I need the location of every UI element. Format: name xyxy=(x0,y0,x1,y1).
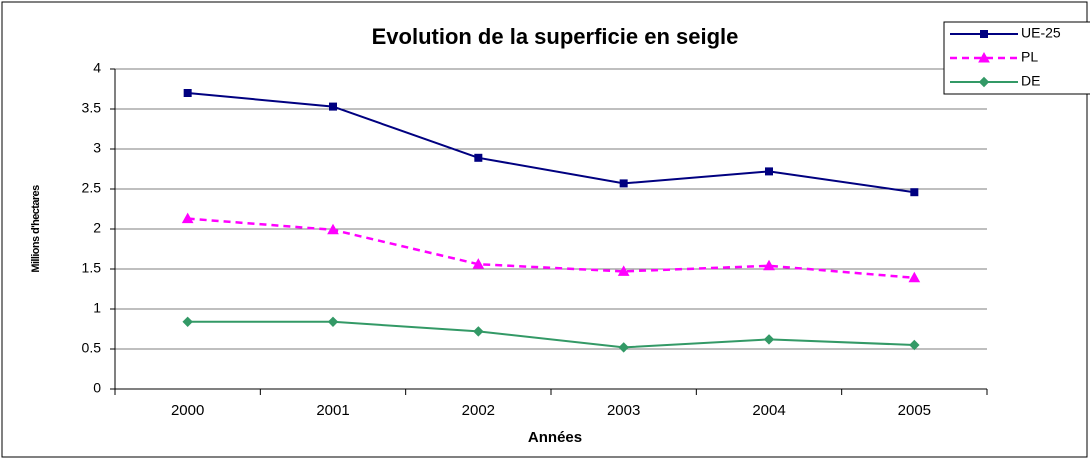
x-tick-label: 2002 xyxy=(462,402,495,419)
y-tick-label: 1.5 xyxy=(82,260,102,276)
data-point xyxy=(327,223,339,235)
chart-title: Evolution de la superficie en seigle xyxy=(372,24,739,49)
data-point xyxy=(763,259,775,271)
y-axis-label: Millions d'hectares xyxy=(30,185,42,273)
y-tick-label: 3 xyxy=(93,140,101,156)
data-point xyxy=(910,188,919,197)
x-tick-label: 2005 xyxy=(898,402,931,419)
y-tick-label: 2 xyxy=(93,220,101,236)
y-tick-label: 4 xyxy=(93,60,101,76)
y-tick-label: 3.5 xyxy=(82,100,102,116)
x-tick-label: 2001 xyxy=(316,402,349,419)
data-point xyxy=(182,316,193,328)
data-point xyxy=(473,326,484,337)
data-point xyxy=(908,271,921,283)
legend-marker xyxy=(978,76,990,88)
series-line xyxy=(187,320,915,349)
data-point xyxy=(327,316,339,328)
legend-label: PL xyxy=(1021,49,1038,65)
data-point xyxy=(472,258,485,269)
legend-marker xyxy=(978,51,990,63)
data-point xyxy=(909,339,920,351)
data-point xyxy=(619,179,628,188)
y-tick-label: 0 xyxy=(93,380,101,396)
data-point xyxy=(618,342,629,353)
data-point xyxy=(765,167,773,176)
y-tick-label: 1 xyxy=(93,300,101,316)
data-point xyxy=(617,265,630,276)
legend-label: DE xyxy=(1021,73,1040,89)
y-tick-label: 0.5 xyxy=(82,340,102,356)
legend-marker xyxy=(980,30,988,38)
data-point xyxy=(329,102,337,111)
x-tick-label: 2000 xyxy=(171,402,204,419)
legend-label: UE-25 xyxy=(1021,25,1061,41)
x-tick-label: 2004 xyxy=(752,402,785,419)
series-line xyxy=(187,217,915,280)
x-tick-label: 2003 xyxy=(607,402,640,419)
data-point xyxy=(181,212,194,224)
series-line xyxy=(187,92,915,194)
data-point xyxy=(474,153,483,162)
data-point xyxy=(763,334,775,345)
y-tick-label: 2.5 xyxy=(82,180,102,196)
x-axis-label: Années xyxy=(528,429,582,446)
data-point xyxy=(183,89,192,97)
